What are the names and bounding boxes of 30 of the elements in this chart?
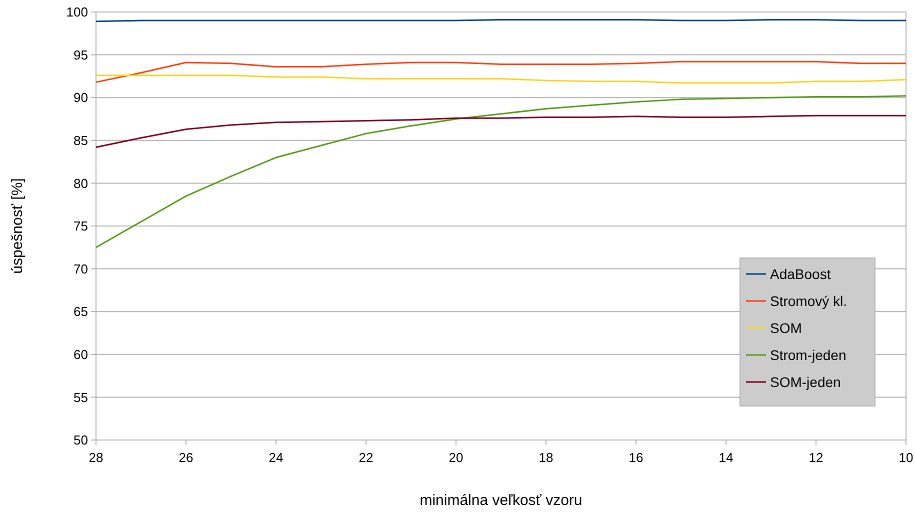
legend-label: Strom-jeden (770, 346, 846, 363)
x-tick-label: 24 (268, 450, 284, 465)
y-tick-label: 60 (74, 346, 88, 362)
legend-label: SOM-jeden (770, 374, 841, 390)
x-tick-label: 14 (718, 450, 734, 465)
y-tick-label: 100 (66, 4, 88, 20)
x-tick-label: 10 (898, 450, 914, 465)
x-axis-title: minimálna veľkosť vzoru (420, 492, 582, 509)
x-tick-label: 28 (88, 450, 104, 465)
x-tick-label: 22 (358, 450, 374, 465)
y-tick-label: 70 (74, 261, 88, 276)
y-tick-label: 65 (74, 304, 88, 320)
line-series (95, 74, 907, 84)
y-tick-label: 85 (74, 132, 88, 148)
x-tick-label: 26 (178, 450, 194, 465)
legend-label: SOM (770, 320, 802, 336)
y-tick-label: 95 (74, 47, 88, 62)
y-tick-label: 80 (74, 176, 88, 191)
y-tick-label: 50 (74, 432, 88, 448)
x-tick-label: 16 (628, 450, 644, 465)
legend-label: Stromový kl. (770, 292, 848, 309)
line-series (95, 60, 907, 83)
legend-label: AdaBoost (770, 266, 831, 282)
y-tick-label: 90 (74, 90, 88, 106)
x-tick-label: 18 (538, 450, 554, 465)
y-tick-label: 55 (74, 390, 88, 405)
x-tick-label: 20 (448, 450, 464, 465)
y-axis-title: úspešnosť [%] (9, 178, 26, 274)
x-tick-label: 12 (808, 450, 824, 465)
y-tick-label: 75 (74, 218, 88, 234)
